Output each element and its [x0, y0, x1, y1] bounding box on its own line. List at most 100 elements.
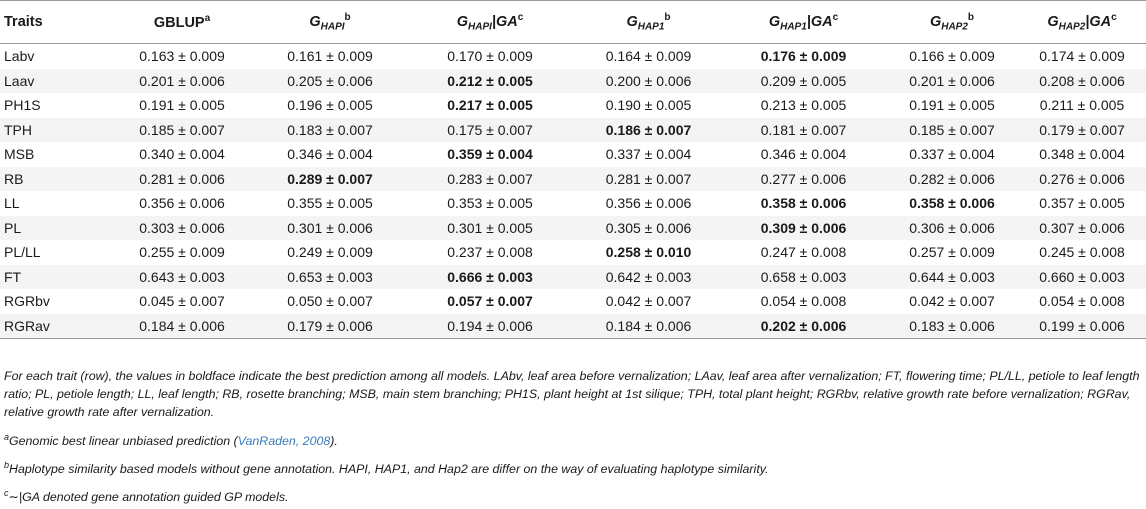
value-cell: 0.346 ± 0.004	[287, 146, 373, 163]
header-g-hap2-g: G	[929, 13, 942, 30]
table-row: PL 0.303 ± 0.006 0.301 ± 0.006 0.301 ± 0.00…	[0, 215, 1146, 240]
value-cell: 0.348 ± 0.004	[1039, 146, 1125, 163]
value-cell: 0.307 ± 0.006	[1039, 219, 1125, 236]
value-cell: 0.346 ± 0.004	[760, 146, 847, 163]
footnote-a-end: ).	[330, 433, 338, 448]
value-cell: 0.208 ± 0.006	[1039, 72, 1125, 89]
table-row: LL 0.356 ± 0.006 0.355 ± 0.005 0.353 ± 0.00…	[0, 191, 1146, 216]
value-cell: 0.181 ± 0.007	[760, 121, 847, 138]
table-row: PH1S 0.191 ± 0.005 0.196 ± 0.005 0.217 ± 0.…	[0, 93, 1146, 118]
trait-cell: RB	[4, 170, 24, 187]
table-row: FT 0.643 ± 0.003 0.653 ± 0.003 0.666 ± 0.00…	[0, 264, 1146, 289]
value-cell: 0.205 ± 0.006	[287, 72, 373, 89]
header-g-hap1-ga-bar: |GA	[806, 13, 833, 30]
trait-cell: Labv	[4, 48, 35, 65]
value-cell: 0.653 ± 0.003	[287, 268, 373, 285]
trait-cell: RGRav	[0, 313, 108, 339]
header-g-hap2-ga-sub: HAP2	[1058, 21, 1086, 33]
table-footnotes: For each trait (row), the values in bold…	[4, 367, 1142, 507]
header-g-hap1-sup: b	[664, 11, 671, 23]
value-cell: 0.183 ± 0.006	[886, 313, 1018, 339]
value-cell: 0.340 ± 0.004	[139, 146, 225, 163]
table-row: RGRbv 0.045 ± 0.007 0.050 ± 0.007 0.057 ± 0…	[0, 289, 1146, 314]
header-traits: Traits	[0, 0, 108, 44]
header-g-hapi-g: G	[309, 13, 321, 30]
footnote-main: For each trait (row), the values in bold…	[4, 369, 1140, 420]
value-cell: 0.201 ± 0.006	[139, 72, 225, 89]
header-gblup-sup: a	[204, 13, 211, 25]
header-g-hapi-ga-g: G	[456, 13, 468, 30]
value-cell: 0.200 ± 0.006	[605, 72, 692, 89]
value-cell: 0.164 ± 0.009	[605, 48, 692, 65]
footnote-b-text: Haplotype similarity based models withou…	[9, 462, 769, 477]
value-cell: 0.212 ± 0.005	[447, 72, 533, 89]
value-cell: 0.301 ± 0.006	[287, 219, 373, 236]
value-cell: 0.666 ± 0.003	[447, 268, 533, 285]
header-g-hapi: GHAPIb	[256, 0, 404, 44]
value-cell: 0.257 ± 0.009	[909, 244, 995, 261]
value-cell: 0.170 ± 0.009	[447, 48, 533, 65]
footnote-a-mark: a	[4, 431, 10, 442]
header-g-hapi-ga: GHAPI|GAc	[404, 0, 576, 44]
value-cell: 0.276 ± 0.006	[1039, 170, 1125, 187]
value-cell: 0.191 ± 0.005	[909, 97, 995, 114]
header-g-hap2-ga-sup: c	[1111, 11, 1117, 23]
value-cell: 0.258 ± 0.010	[605, 244, 692, 261]
value-cell: 0.282 ± 0.006	[909, 170, 995, 187]
header-g-hap1-g: G	[626, 13, 638, 30]
header-g-hap2-sup: b	[967, 11, 975, 23]
trait-cell: Laav	[4, 72, 35, 89]
trait-cell: MSB	[4, 146, 35, 163]
trait-cell: RGRbv	[4, 293, 50, 310]
value-cell: 0.644 ± 0.003	[909, 268, 995, 285]
header-g-hap2: GHAP2b	[886, 0, 1018, 44]
value-cell: 0.249 ± 0.009	[287, 244, 373, 261]
footnote-a-citation-link[interactable]: VanRaden, 2008	[237, 433, 331, 448]
header-g-hap1-ga-g: G	[768, 13, 781, 30]
header-g-hap1-ga: GHAP1|GAc	[721, 0, 886, 44]
value-cell: 0.184 ± 0.006	[108, 313, 256, 339]
value-cell: 0.045 ± 0.007	[139, 293, 225, 310]
value-cell: 0.281 ± 0.006	[139, 170, 225, 187]
value-cell: 0.054 ± 0.008	[1039, 293, 1125, 310]
value-cell: 0.643 ± 0.003	[139, 268, 225, 285]
footnote-a-text: Genomic best linear unbiased prediction …	[9, 433, 238, 448]
value-cell: 0.245 ± 0.008	[1039, 244, 1125, 261]
table-row: RB 0.281 ± 0.006 0.289 ± 0.007 0.283 ± 0.00…	[0, 166, 1146, 191]
trait-cell: FT	[4, 268, 22, 285]
value-cell: 0.359 ± 0.004	[447, 146, 533, 163]
header-g-hap1-ga-sup: c	[832, 11, 839, 23]
value-cell: 0.306 ± 0.006	[909, 219, 995, 236]
value-cell: 0.054 ± 0.008	[760, 293, 847, 310]
value-cell: 0.356 ± 0.006	[139, 195, 225, 212]
value-cell: 0.042 ± 0.007	[605, 293, 692, 310]
header-g-hap2-ga-bar: |GA	[1085, 13, 1112, 30]
value-cell: 0.237 ± 0.008	[447, 244, 533, 261]
table-row: Labv 0.163 ± 0.009 0.161 ± 0.009 0.170 ± 0.…	[0, 43, 1146, 69]
table-row: MSB 0.340 ± 0.004 0.346 ± 0.004 0.359 ± 0.0…	[0, 142, 1146, 167]
value-cell: 0.199 ± 0.006	[1018, 313, 1146, 339]
value-cell: 0.201 ± 0.006	[909, 72, 995, 89]
value-cell: 0.358 ± 0.006	[909, 195, 995, 212]
value-cell: 0.185 ± 0.007	[909, 121, 995, 138]
value-cell: 0.642 ± 0.003	[605, 268, 692, 285]
value-cell: 0.196 ± 0.005	[287, 97, 373, 114]
value-cell: 0.289 ± 0.007	[287, 170, 373, 187]
value-cell: 0.179 ± 0.007	[1039, 121, 1125, 138]
value-cell: 0.658 ± 0.003	[760, 268, 847, 285]
header-gblup: GBLUPa	[108, 0, 256, 44]
footnote-c-mark: c	[4, 488, 9, 499]
value-cell: 0.305 ± 0.006	[605, 219, 692, 236]
value-cell: 0.337 ± 0.004	[909, 146, 995, 163]
value-cell: 0.179 ± 0.006	[256, 313, 404, 339]
header-g-hapi-ga-bar: |GA	[491, 13, 518, 30]
value-cell: 0.057 ± 0.007	[447, 293, 533, 310]
value-cell: 0.356 ± 0.006	[605, 195, 692, 212]
header-g-hap1: GHAP1b	[576, 0, 721, 44]
value-cell: 0.358 ± 0.006	[760, 195, 847, 212]
value-cell: 0.174 ± 0.009	[1039, 48, 1125, 65]
table-row: RGRav 0.184 ± 0.006 0.179 ± 0.006 0.194 ± 0…	[0, 313, 1146, 339]
header-gblup-label: GBLUP	[153, 14, 205, 31]
value-cell: 0.217 ± 0.005	[447, 97, 533, 114]
value-cell: 0.211 ± 0.005	[1039, 97, 1125, 114]
